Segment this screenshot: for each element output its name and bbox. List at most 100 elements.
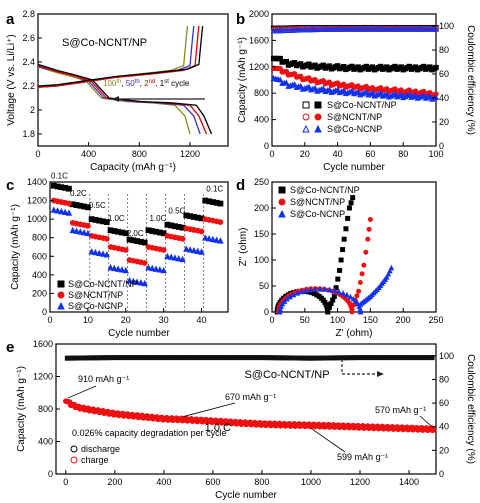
efficiency-point (286, 355, 289, 361)
efficiency-point (281, 355, 284, 361)
legend-marker (70, 445, 78, 453)
rate-point-S@Co-NCNP (202, 234, 209, 241)
capacity-point (430, 427, 437, 433)
legend-marker (278, 186, 286, 194)
capacity-point-S@Co-NCNP (412, 91, 419, 98)
efficiency-point (382, 355, 385, 361)
rate-point-S@Co-NCNP (80, 228, 88, 236)
efficiency-point (146, 355, 149, 361)
efficiency-point (362, 355, 365, 361)
rate-point-S@Co-NCNP (213, 236, 220, 243)
efficiency-point (321, 355, 323, 361)
rate-point-S@Co-NCNP (103, 251, 111, 258)
y-tick-label: 100 (254, 255, 269, 265)
rate-point-S@Co-NCNP (167, 253, 175, 260)
efficiency-point (273, 355, 276, 361)
efficiency-point (144, 355, 147, 361)
efficiency-point (216, 355, 219, 361)
sample-annotation: S@Co-NCNT/NP (244, 369, 329, 381)
efficiency-point (134, 355, 137, 361)
efficiency-point (74, 355, 77, 361)
efficiency-point (108, 355, 111, 361)
panel-letter-e: e (6, 339, 14, 356)
efficiency-point (399, 355, 402, 361)
impedance-point-S@Co-NCNP (357, 308, 364, 315)
efficiency-point (338, 355, 341, 361)
efficiency-point (265, 355, 268, 361)
impedance-point-S@Co-NCNP (331, 287, 338, 294)
y-tick-label: 0 (264, 307, 269, 317)
efficiency-point (290, 355, 293, 361)
legend-label: S@Co-NCNP (327, 124, 382, 134)
efficiency-point (317, 355, 320, 361)
rate-point-S@Co-NCNT/NP (66, 185, 72, 192)
efficiency-point (367, 355, 370, 361)
legend-marker-hollow (302, 113, 310, 121)
efficiency-point (214, 355, 217, 361)
efficiency-point (283, 355, 285, 361)
y2-tick-label: 80 (439, 374, 449, 384)
capacity-point-S@Co-NCNP (420, 91, 427, 98)
y-tick-label: 0 (42, 307, 47, 317)
efficiency-point (148, 355, 151, 361)
efficiency-point (366, 355, 369, 361)
efficiency-point (377, 355, 380, 361)
efficiency-point (128, 355, 131, 361)
x-tick-label: 1400 (399, 477, 419, 487)
y-tick-label: 0 (264, 141, 269, 151)
sample-annotation: S@Co-NCNT/NP (62, 37, 147, 49)
rate-label: 1.0C (108, 214, 125, 223)
efficiency-point (432, 355, 435, 361)
efficiency-point (222, 355, 225, 361)
efficiency-point (165, 355, 168, 361)
efficiency-point (401, 355, 404, 361)
efficiency-point (225, 355, 228, 361)
efficiency-point (372, 355, 375, 361)
efficiency-point (357, 355, 360, 361)
x-tick-label: 20 (300, 149, 310, 159)
impedance-point-S@Co-NCNP (290, 291, 297, 298)
efficiency-point (164, 355, 167, 361)
efficiency-point (276, 355, 279, 361)
efficiency-point (116, 355, 119, 361)
efficiency-point (91, 355, 94, 361)
y2-axis-label: Coulombic efficiency (%) (465, 354, 476, 464)
rate-point-S@Co-NCNP (54, 207, 61, 214)
efficiency-point (194, 355, 197, 361)
efficiency-point (341, 355, 344, 361)
efficiency-point (314, 355, 317, 361)
impedance-tail-point-S@Co-NCNT/NP (346, 205, 352, 211)
impedance-tail-point-S@Co-NCNT/NP (345, 215, 351, 221)
efficiency-point (297, 355, 300, 361)
efficiency-point (334, 355, 337, 361)
efficiency-point (319, 355, 322, 361)
efficiency-point (254, 355, 257, 361)
x-tick-label: 200 (107, 477, 122, 487)
legend-marker-filled (314, 101, 322, 109)
efficiency-point (84, 355, 87, 361)
impedance-tail-point-S@NCNT/NP (365, 236, 371, 242)
efficiency-point (138, 355, 141, 361)
efficiency-point (193, 355, 196, 361)
efficiency-point (186, 355, 189, 361)
y-tick-label: 50 (259, 281, 269, 291)
efficiency-point (154, 355, 157, 361)
y-tick-label: 800 (254, 88, 269, 98)
efficiency-point (256, 355, 259, 361)
efficiency-point (258, 355, 261, 361)
rate-point-S@Co-NCNP (118, 266, 126, 273)
y-tick-label: 400 (32, 270, 47, 280)
x-axis-label: Z' (ohm) (336, 328, 373, 339)
efficiency-point (170, 355, 173, 361)
x-tick-label: 1200 (350, 477, 370, 487)
capacity-point-S@Co-NCNP (283, 79, 290, 86)
y-tick-label: 2000 (249, 9, 269, 19)
impedance-tail-point-S@NCNT/NP (354, 293, 360, 299)
efficiency-point (77, 355, 80, 361)
legend-marker (57, 301, 65, 310)
efficiency-point (93, 355, 95, 361)
rate-label: 0.2C (70, 189, 87, 198)
efficiency-point (113, 355, 116, 361)
rate-point-S@Co-NCNP (77, 228, 84, 235)
efficiency-point (345, 355, 348, 361)
